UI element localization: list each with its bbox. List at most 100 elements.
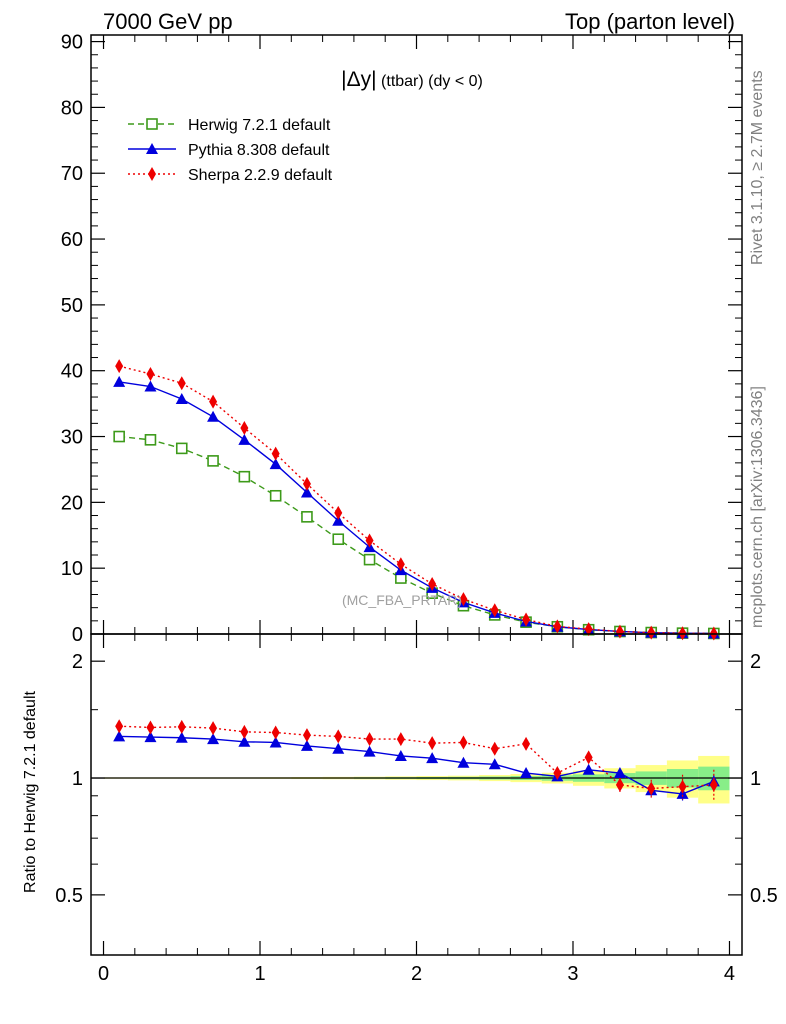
y-tick-label: 30: [61, 427, 83, 449]
data-point: [271, 446, 280, 461]
ratio-point: [709, 777, 718, 792]
legend-marker: [146, 118, 158, 130]
ratio-point: [209, 721, 218, 736]
data-point: [113, 430, 125, 443]
ratio-point: [459, 735, 468, 750]
x-tick-label: 2: [411, 963, 422, 985]
plot-title: |Δy| (ttbar) (dy < 0): [341, 68, 483, 91]
ratio-point: [334, 729, 343, 744]
y-tick-label: 10: [61, 558, 83, 580]
legend: Herwig 7.2.1 default Pythia 8.308 default…: [128, 117, 333, 184]
y-tick-label: 50: [61, 295, 83, 317]
data-point: [615, 624, 624, 639]
y-tick-label: 20: [61, 492, 83, 514]
ratio-point: [396, 732, 405, 747]
ratio-point: [647, 781, 656, 796]
y-tick-label: 60: [61, 229, 83, 251]
data-point: [490, 603, 499, 618]
ratio-point: [240, 724, 249, 739]
ratio-point: [553, 766, 562, 781]
ratio-axes: 0.5 0.5 1 1 2 2 0 1 2 3 4: [55, 633, 778, 985]
data-point: [428, 576, 437, 591]
ratio-point: [115, 719, 124, 734]
data-point: [553, 619, 562, 634]
x-tick-label: 4: [724, 963, 735, 985]
rivet-label: Rivet 3.1.10, ≥ 2.7M events: [749, 70, 766, 265]
data-point: [240, 420, 249, 435]
data-point: [238, 470, 251, 483]
data-point: [115, 359, 124, 374]
ratio-point: [300, 739, 313, 751]
data-point: [334, 505, 343, 520]
ratio-y-tick-label: 2: [72, 651, 83, 673]
ratio-line-0: [119, 735, 715, 795]
mcplots-label: mcplots.cern.ch [arXiv:1306.3436]: [749, 386, 766, 628]
ratio-point: [302, 728, 311, 743]
ratio-y-tick-label: 1: [72, 768, 83, 790]
x-tick-label: 1: [254, 963, 265, 985]
ratio-point: [615, 777, 624, 792]
ratio-point: [113, 730, 126, 742]
ratio-point: [613, 767, 626, 779]
data-point: [363, 553, 376, 566]
ratio-point: [522, 736, 531, 751]
ratio-point: [269, 736, 282, 748]
data-point: [584, 622, 593, 637]
ratio-point: [175, 731, 188, 743]
ratio-point: [584, 750, 593, 765]
data-point: [207, 455, 219, 467]
data-point: [302, 476, 311, 491]
ratio-point: [144, 731, 157, 743]
ratio-point: [426, 752, 439, 764]
data-point: [177, 376, 186, 391]
data-point: [396, 557, 405, 572]
process-label: Top (parton level): [565, 9, 735, 34]
y-tick-label: 40: [61, 361, 83, 383]
ratio-point: [428, 736, 437, 751]
ratio-ylabel: Ratio to Herwig 7.2.1 default: [22, 691, 39, 893]
ratio-frame: [90, 633, 743, 956]
y-tick-label: 80: [61, 97, 83, 119]
ratio-point: [394, 749, 407, 761]
data-point: [144, 434, 157, 446]
data-point: [459, 592, 468, 607]
ratio-point: [332, 742, 345, 754]
data-point: [522, 612, 531, 627]
data-point: [146, 366, 155, 381]
data-point: [301, 511, 313, 523]
ratio-point: [490, 741, 499, 756]
legend-label: Sherpa 2.2.9 default: [188, 167, 333, 184]
ratio-line-1: [119, 725, 714, 790]
data-point: [269, 489, 282, 502]
data-point: [365, 533, 374, 548]
data-point: [332, 514, 345, 526]
data-point: [238, 433, 251, 445]
energy-label: 7000 GeV pp: [103, 9, 233, 34]
ratio-point: [177, 719, 186, 734]
legend-marker: [148, 167, 156, 181]
ratio-point: [678, 779, 687, 794]
ratio-series: [113, 719, 720, 802]
data-point: [175, 442, 188, 455]
ratio-y-tick-label-right: 0.5: [750, 885, 778, 907]
data-point: [678, 626, 687, 641]
y-tick-label: 70: [61, 163, 83, 185]
data-point: [269, 458, 282, 470]
ratio-y-tick-label: 0.5: [55, 885, 83, 907]
ratio-point: [488, 758, 501, 770]
data-point: [113, 375, 126, 387]
ratio-point: [207, 733, 220, 745]
ratio-point: [520, 767, 533, 779]
ratio-point: [582, 763, 595, 775]
x-tick-label: 3: [567, 963, 578, 985]
analysis-watermark: (MC_FBA_PRTAR): [342, 592, 462, 608]
ratio-y-tick-label-right: 1: [750, 768, 761, 790]
ratio-point: [146, 720, 155, 735]
data-point: [207, 410, 220, 422]
legend-label: Herwig 7.2.1 default: [188, 117, 331, 134]
ratio-point: [365, 732, 374, 747]
ratio-point: [271, 725, 280, 740]
legend-label: Pythia 8.308 default: [188, 142, 330, 159]
y-tick-label: 90: [61, 32, 83, 54]
data-point: [300, 486, 313, 498]
